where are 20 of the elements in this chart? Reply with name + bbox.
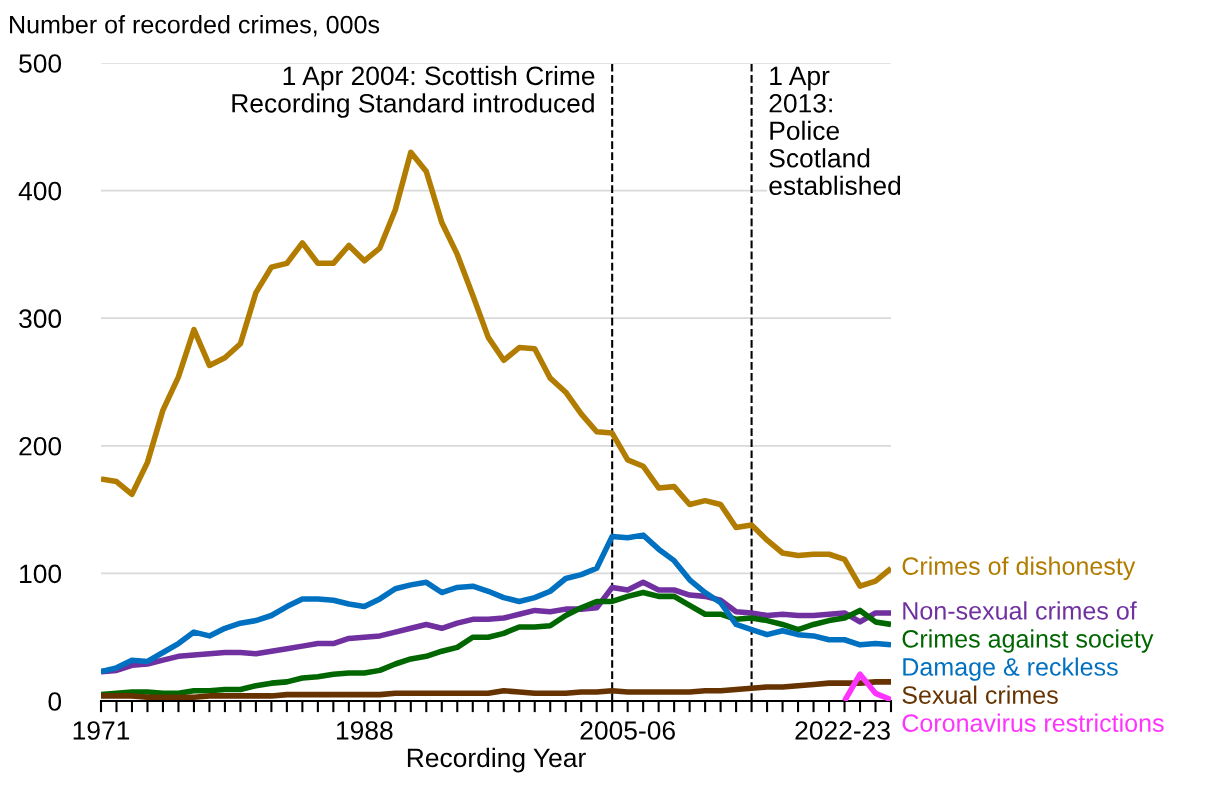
ref-line-label: 1 Apr 2013: Police Scotland established <box>769 66 901 196</box>
x-tick-label: 2022-23 <box>795 721 890 740</box>
x-tick-label: 1971 <box>73 721 130 740</box>
y-tick-label: 0 <box>48 692 62 711</box>
y-tick-label: 400 <box>18 181 62 201</box>
ref-line-label: 1 Apr 2004: Scottish Crime Recording Standard introduced <box>232 65 595 118</box>
y-axis-title: Number of recorded crimes, 000s <box>10 15 380 37</box>
series-label: Coronavirus restrictions <box>902 713 1164 732</box>
y-tick-label: 100 <box>20 564 62 584</box>
series-label: Damage & reckless <box>903 657 1118 681</box>
series-label: Crimes against society <box>902 629 1154 653</box>
series-label: Crimes of dishonesty <box>902 556 1136 580</box>
series-label: Non-sexual crimes of <box>903 601 1137 620</box>
y-tick-label: 200 <box>19 436 62 456</box>
x-axis-title: Recording Year <box>407 747 586 773</box>
series-label: Sexual crimes <box>902 685 1058 704</box>
x-tick-label: 2005-06 <box>580 721 675 740</box>
y-tick-label: 300 <box>19 309 62 329</box>
x-tick-label: 1988 <box>337 721 393 740</box>
y-tick-label: 500 <box>19 54 62 73</box>
